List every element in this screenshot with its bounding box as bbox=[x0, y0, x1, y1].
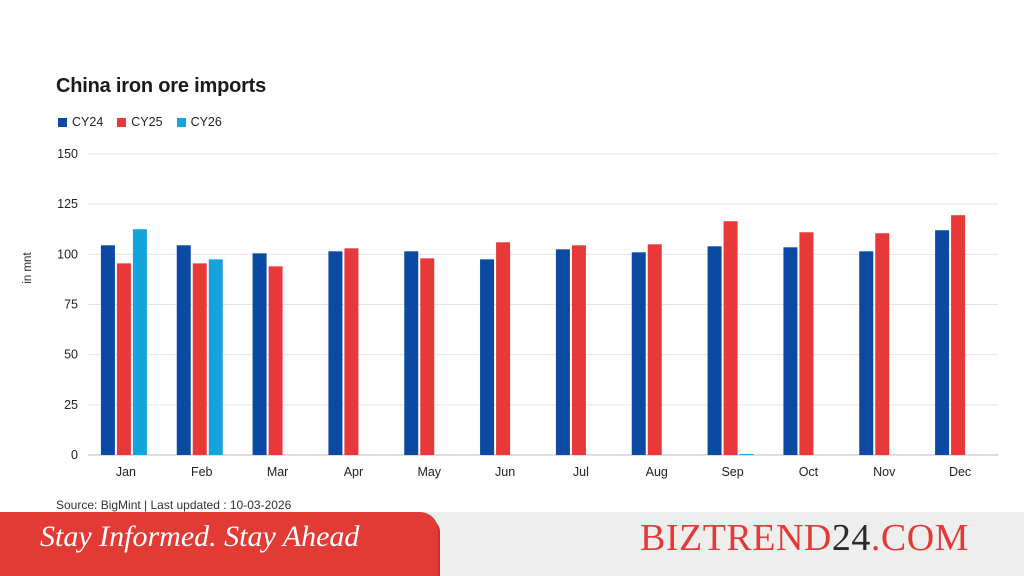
y-axis-label: in mnt bbox=[22, 252, 34, 284]
legend-swatch-cy24 bbox=[58, 117, 67, 127]
x-tick-label: Aug bbox=[646, 465, 668, 479]
bar-cy24-sep bbox=[707, 246, 722, 455]
x-tick-label: Feb bbox=[191, 465, 213, 479]
legend-swatch-cy25 bbox=[117, 117, 127, 127]
bar-cy26-sep bbox=[739, 453, 754, 455]
bar-cy24-aug bbox=[631, 252, 646, 455]
bar-cy24-oct bbox=[783, 247, 798, 455]
y-tick-label: 25 bbox=[64, 398, 78, 412]
y-tick-label: 75 bbox=[64, 298, 78, 312]
slogan-text: Stay Informed. Stay Ahead bbox=[40, 520, 360, 553]
slogan-banner bbox=[0, 512, 438, 576]
source-note: Source: BigMint | Last updated : 10-03-2… bbox=[56, 498, 292, 512]
x-tick-label: Apr bbox=[344, 465, 363, 479]
y-tick-label: 0 bbox=[71, 448, 78, 462]
x-tick-label: Nov bbox=[873, 465, 896, 479]
y-tick-label: 100 bbox=[57, 247, 78, 261]
bar-cy25-oct bbox=[799, 232, 814, 455]
bar-cy25-jun bbox=[496, 242, 511, 455]
bar-cy24-dec bbox=[935, 230, 950, 455]
y-tick-label: 150 bbox=[57, 147, 78, 161]
legend-item-cy25: CY25 bbox=[117, 115, 163, 129]
x-tick-label: Jan bbox=[116, 465, 136, 479]
bar-cy24-mar bbox=[252, 253, 267, 455]
bar-cy24-jul bbox=[555, 249, 570, 455]
bar-cy26-jan bbox=[132, 229, 147, 455]
bar-cy25-jan bbox=[116, 263, 131, 455]
bar-cy25-may bbox=[420, 258, 435, 455]
y-tick-label: 125 bbox=[57, 197, 78, 211]
bar-cy24-apr bbox=[328, 251, 343, 455]
x-tick-label: Jun bbox=[495, 465, 515, 479]
bar-cy25-apr bbox=[344, 248, 359, 455]
bar-cy24-may bbox=[404, 251, 419, 455]
x-tick-label: Jul bbox=[573, 465, 589, 479]
bar-cy25-sep bbox=[723, 221, 738, 455]
legend-item-cy26: CY26 bbox=[176, 115, 222, 129]
x-tick-label: Sep bbox=[721, 465, 743, 479]
bar-cy25-jul bbox=[571, 245, 586, 455]
legend-label-cy26: CY26 bbox=[190, 115, 222, 129]
bar-cy26-feb bbox=[208, 259, 223, 455]
chart-legend: CY24 CY25 CY26 bbox=[58, 115, 222, 129]
bar-cy25-mar bbox=[268, 266, 283, 455]
brand-logo[interactable]: BIZTREND24.COM bbox=[640, 516, 969, 560]
bar-chart: 0 25 50 75 100 125 150 in mnt Jan Feb Mar Apr May Jun… bbox=[22, 147, 998, 479]
x-tick-label: May bbox=[417, 465, 441, 479]
brand-part-biztrend: BIZTREND bbox=[640, 517, 832, 559]
bar-cy25-nov bbox=[875, 233, 890, 455]
bar-cy25-aug bbox=[647, 244, 662, 455]
chart-title: China iron ore imports bbox=[56, 75, 267, 97]
x-tick-label: Oct bbox=[799, 465, 819, 479]
y-tick-label: 50 bbox=[64, 348, 78, 362]
bar-cy24-jan bbox=[100, 245, 115, 455]
brand-part-com: .COM bbox=[870, 517, 969, 559]
bar-cy24-nov bbox=[859, 251, 874, 455]
brand-part-24: 24 bbox=[831, 517, 871, 559]
bar-cy24-feb bbox=[176, 245, 191, 455]
legend-label-cy25: CY25 bbox=[131, 115, 163, 129]
legend-item-cy24: CY24 bbox=[58, 115, 103, 129]
legend-label-cy24: CY24 bbox=[72, 115, 104, 129]
bar-cy24-jun bbox=[480, 259, 495, 455]
bar-cy25-feb bbox=[192, 263, 207, 455]
bar-cy25-dec bbox=[951, 215, 966, 455]
legend-swatch-cy26 bbox=[176, 117, 186, 127]
x-tick-label: Mar bbox=[267, 465, 289, 479]
x-tick-label: Dec bbox=[949, 465, 971, 479]
